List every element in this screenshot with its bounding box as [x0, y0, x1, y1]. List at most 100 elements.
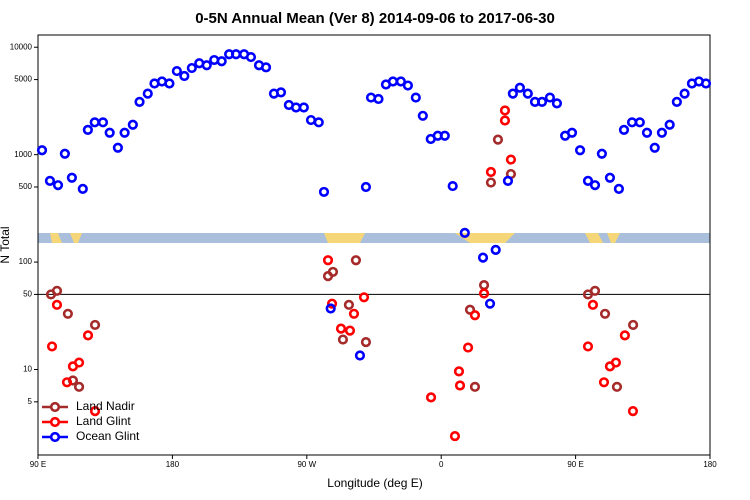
data-point: [46, 341, 58, 352]
data-point: [634, 117, 645, 128]
data-point: [322, 255, 334, 266]
data-point: [469, 310, 481, 321]
data-point: [613, 183, 625, 195]
data-point: [626, 117, 638, 128]
data-point: [275, 87, 287, 98]
legend-label: Land Nadir: [76, 399, 135, 413]
data-point: [354, 350, 366, 361]
data-point: [51, 299, 63, 310]
data-point: [52, 180, 64, 191]
data-point: [142, 88, 153, 99]
data-point: [499, 115, 511, 126]
data-point: [478, 280, 490, 291]
data-point: [610, 357, 622, 368]
data-point: [171, 65, 182, 77]
data-point: [360, 181, 372, 193]
data-point: [627, 319, 639, 331]
data-point: [59, 148, 70, 159]
data-point: [97, 117, 109, 128]
data-point: [335, 323, 347, 334]
data-point: [318, 186, 330, 198]
data-point: [656, 127, 668, 138]
data-point: [343, 299, 355, 310]
data-point: [664, 119, 675, 130]
data-point: [611, 381, 623, 392]
data-point: [44, 175, 56, 186]
data-point: [589, 180, 601, 191]
data-point: [618, 124, 630, 136]
data-point: [507, 88, 518, 99]
legend-label: Ocean Glint: [76, 429, 140, 443]
data-point: [544, 92, 556, 103]
data-point: [89, 319, 101, 331]
legend-marker: [49, 431, 61, 443]
y-tick-label: 10000: [10, 42, 33, 51]
data-point: [89, 406, 101, 417]
legend-label: Land Glint: [76, 414, 131, 428]
data-point: [89, 117, 100, 128]
data-point: [82, 330, 94, 341]
data-point: [551, 98, 563, 109]
data-point: [700, 78, 712, 89]
data-point: [73, 381, 85, 392]
data-point: [51, 285, 63, 296]
data-point: [492, 134, 504, 145]
data-point: [298, 102, 309, 113]
data-point: [410, 92, 421, 103]
data-point: [337, 334, 349, 345]
data-point: [469, 381, 481, 392]
data-point: [62, 308, 73, 319]
data-point: [485, 177, 497, 188]
data-point: [453, 366, 465, 377]
plot-frame: [37, 34, 711, 456]
data-point: [290, 102, 302, 113]
data-point: [566, 127, 578, 138]
y-axis-label: N Total: [0, 226, 12, 263]
x-tick-label: 180: [166, 460, 180, 469]
data-point: [449, 430, 461, 442]
data-point: [536, 96, 548, 107]
data-point: [447, 180, 458, 192]
data-point: [73, 357, 85, 368]
x-tick-label: 90 E: [567, 460, 583, 469]
data-point: [627, 406, 639, 417]
data-point: [514, 82, 525, 93]
data-point: [36, 145, 48, 156]
data-point: [104, 127, 115, 138]
y-tick-label: 5000: [14, 75, 32, 84]
data-point: [587, 299, 599, 310]
data-point: [134, 96, 145, 107]
data-point: [119, 127, 130, 138]
data-point: [344, 325, 356, 336]
map-strip: [38, 233, 710, 243]
data-point: [582, 175, 594, 186]
data-point: [477, 252, 489, 263]
data-point: [464, 304, 476, 315]
data-point: [499, 105, 511, 116]
data-point: [574, 145, 586, 156]
data-point: [305, 114, 317, 126]
legend-marker: [49, 401, 61, 413]
x-axis-label: Longitude (deg E): [327, 476, 422, 490]
data-point: [582, 341, 594, 352]
data-point: [596, 148, 607, 159]
data-point: [82, 124, 93, 136]
x-tick-label: 90 E: [30, 460, 46, 469]
data-point: [313, 117, 324, 128]
data-point: [478, 288, 490, 299]
data-point: [502, 175, 514, 186]
data-point: [201, 60, 212, 71]
y-tick-label: 1000: [14, 150, 32, 159]
data-point: [358, 292, 370, 303]
y-tick-label: 50: [23, 290, 32, 299]
data-point: [395, 76, 406, 87]
data-point: [77, 183, 88, 195]
data-point: [179, 70, 190, 82]
data-point: [462, 342, 474, 353]
data-point: [127, 119, 138, 130]
data-point: [599, 308, 611, 319]
data-point: [490, 244, 501, 255]
data-point: [485, 166, 497, 178]
data-point: [66, 172, 77, 183]
